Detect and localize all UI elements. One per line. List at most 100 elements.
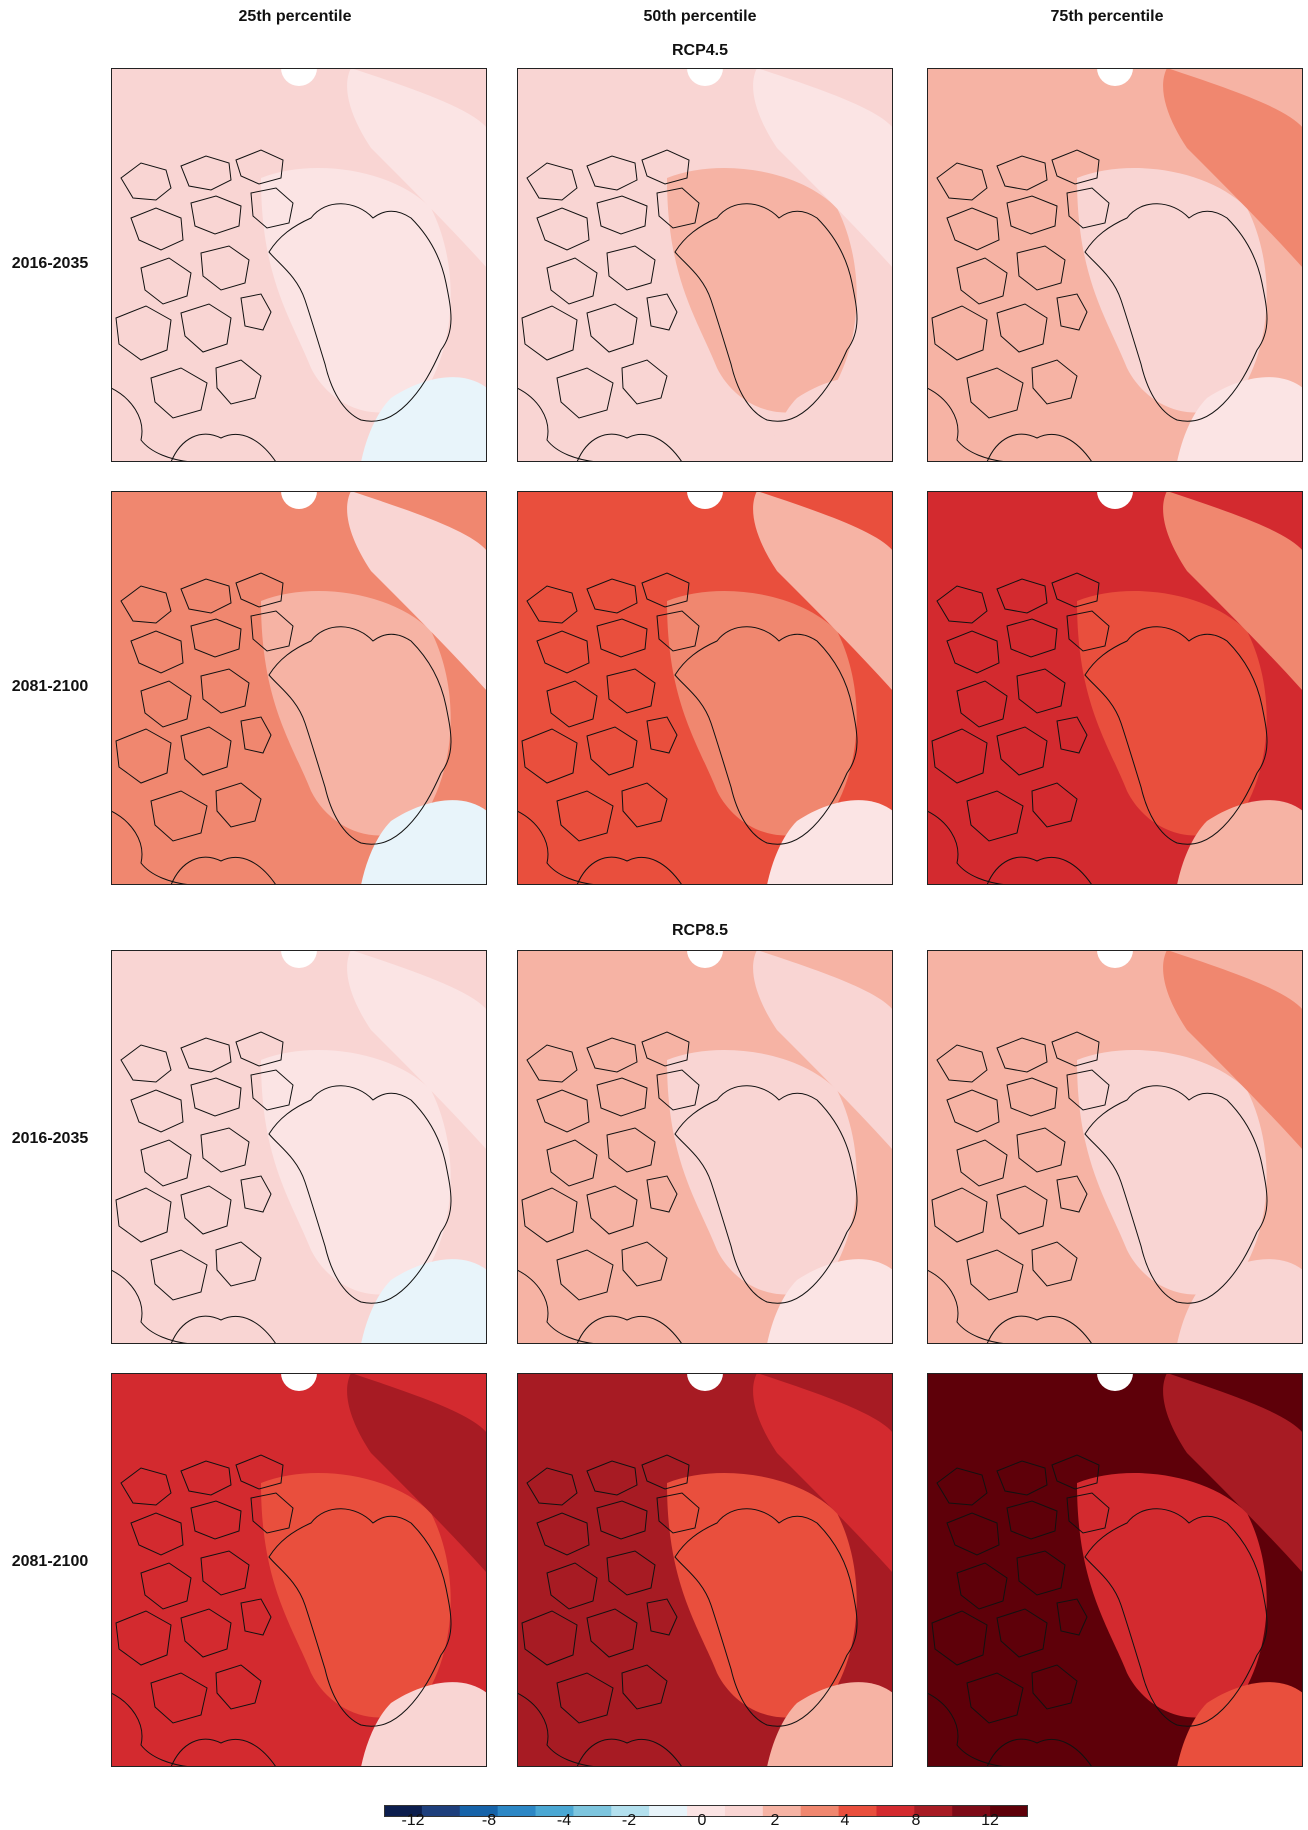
panel-border xyxy=(927,491,1303,885)
coastline xyxy=(526,1044,578,1083)
coastline xyxy=(1016,1127,1066,1173)
coastline xyxy=(180,1037,232,1073)
map-color-zone xyxy=(1077,1473,1267,1718)
coastline xyxy=(1051,1031,1100,1067)
map-panel xyxy=(517,491,893,885)
colorbar-swatch xyxy=(497,1805,537,1817)
coastline xyxy=(120,1044,172,1083)
pole-mask xyxy=(281,491,317,509)
colorbar-swatch xyxy=(914,1805,953,1817)
coastline xyxy=(546,1562,598,1610)
coastline xyxy=(140,680,192,728)
coastline xyxy=(1016,245,1066,291)
map-panel-svg xyxy=(111,950,487,1344)
colorbar-labels: -12 -8 -4 -2 0 2 4 8 12 xyxy=(0,1812,1308,1830)
map-panel-svg xyxy=(927,1373,1303,1767)
map-color-zone xyxy=(753,950,893,1150)
coastline xyxy=(180,1460,232,1496)
pole-mask xyxy=(1097,950,1133,968)
coastline xyxy=(1016,668,1066,714)
map-color-zone xyxy=(1077,1050,1267,1295)
coastline xyxy=(215,359,262,405)
coastline xyxy=(1084,1085,1268,1304)
coastline xyxy=(526,585,578,624)
coastline xyxy=(1056,1598,1088,1636)
coastline xyxy=(1051,149,1100,185)
coastline xyxy=(596,1077,648,1117)
colorbar-swatch xyxy=(459,1805,499,1817)
coastline xyxy=(556,1249,614,1301)
coastline xyxy=(996,303,1048,353)
coastline xyxy=(586,1037,638,1073)
colorbar-swatch xyxy=(687,1805,726,1817)
coastline xyxy=(946,1512,1000,1556)
coastline xyxy=(596,618,648,658)
map-panel-svg xyxy=(517,491,893,885)
coastline xyxy=(966,790,1024,842)
coastline xyxy=(576,856,683,885)
coastline xyxy=(170,433,277,462)
coastline xyxy=(180,726,232,776)
coastline xyxy=(956,1562,1008,1610)
coastline xyxy=(656,610,700,652)
coastline xyxy=(656,1492,700,1534)
map-color-zone xyxy=(1163,68,1303,268)
coastline xyxy=(200,668,250,714)
map-color-zone xyxy=(753,68,893,268)
coastline xyxy=(536,1089,590,1133)
coastline xyxy=(180,155,232,191)
colorbar-tick-label: -12 xyxy=(401,1812,425,1829)
coastlines xyxy=(927,572,1268,885)
coastline xyxy=(268,626,452,845)
coastline xyxy=(180,1185,232,1235)
pole-mask xyxy=(1097,68,1133,86)
map-color-zone xyxy=(361,800,487,885)
map-color-zone xyxy=(767,377,893,462)
coastline xyxy=(556,790,614,842)
coastline xyxy=(931,1610,988,1666)
coastline xyxy=(596,1500,648,1540)
map-color-zone xyxy=(261,168,451,413)
coastline xyxy=(674,1085,858,1304)
row-label-rcp85-2016-2035: 2016-2035 xyxy=(11,1130,89,1147)
coastline xyxy=(526,1467,578,1506)
coastline xyxy=(641,149,690,185)
coastline xyxy=(586,726,638,776)
map-color-zone xyxy=(347,68,487,268)
coastline xyxy=(1006,1500,1058,1540)
coastline xyxy=(576,1738,683,1767)
map-panel xyxy=(517,68,893,462)
colorbar-tick-label: 12 xyxy=(981,1812,999,1829)
coastline xyxy=(931,305,988,361)
map-panel xyxy=(111,950,487,1344)
coastline xyxy=(180,578,232,614)
coastline xyxy=(621,1664,668,1710)
coastline xyxy=(986,856,1093,885)
coastline xyxy=(936,585,988,624)
coastline xyxy=(170,856,277,885)
coastline xyxy=(240,1175,272,1213)
map-color-zone xyxy=(1177,800,1303,885)
colorbar-swatch xyxy=(384,1805,423,1817)
coastline xyxy=(521,1187,578,1243)
coastlines xyxy=(517,572,858,885)
coastline xyxy=(606,668,656,714)
row-label-rcp45-2081-2100: 2081-2100 xyxy=(11,678,89,695)
colorbar-swatch xyxy=(762,1805,802,1817)
map-color-zone xyxy=(667,591,857,836)
coastline xyxy=(536,1512,590,1556)
colorbar-swatch xyxy=(952,1805,991,1817)
colorbar-swatch xyxy=(611,1805,650,1817)
coastline xyxy=(521,305,578,361)
colorbar xyxy=(384,1805,1028,1817)
coastline xyxy=(586,1608,638,1658)
map-color-zone xyxy=(1163,1373,1303,1573)
coastline xyxy=(115,305,172,361)
coastlines xyxy=(927,149,1268,462)
coastline xyxy=(586,1460,638,1496)
panel-border xyxy=(517,68,893,462)
coastline xyxy=(936,1044,988,1083)
map-color-zone xyxy=(261,1050,451,1295)
coastlines xyxy=(111,572,452,885)
coastline xyxy=(936,1467,988,1506)
